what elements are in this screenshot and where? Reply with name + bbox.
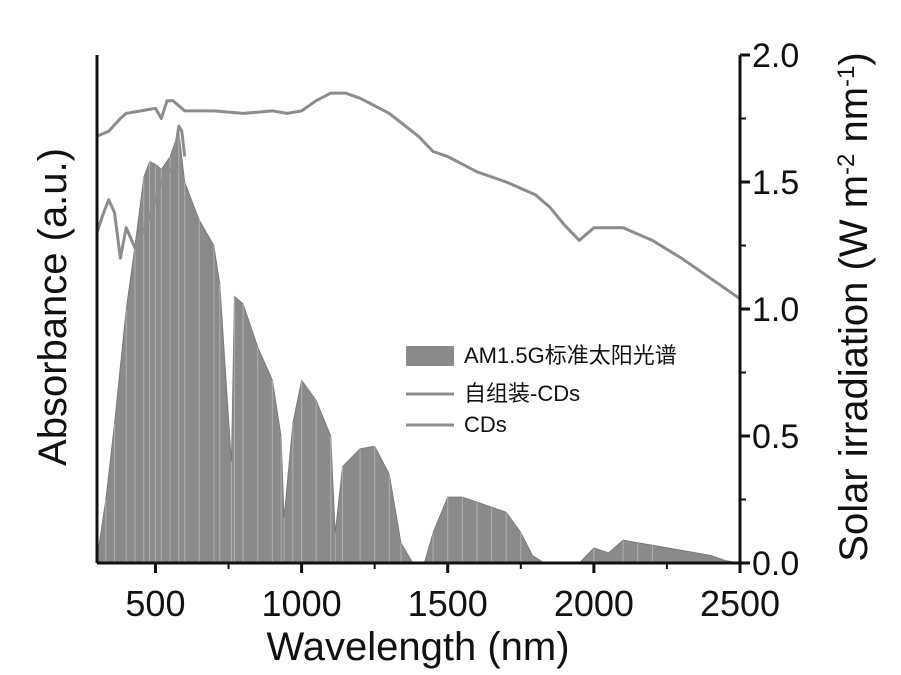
x-tick-label: 500 (125, 583, 185, 624)
y-right-tick-label: 1.5 (752, 164, 799, 202)
legend-label-cds: CDs (464, 412, 507, 437)
left-y-axis-title: Absorbance (a.u.) (31, 148, 75, 466)
x-axis-title: Wavelength (nm) (266, 625, 569, 669)
right-y-axis-title-exp1: -2 (833, 154, 860, 175)
legend-swatch-solar-spectrum (406, 346, 454, 366)
legend-label-self-assembled-cds: 自组装-CDs (464, 381, 580, 406)
y-right-tick-label: 1.0 (752, 291, 799, 329)
right-y-axis-title-exp2: -1 (833, 66, 860, 87)
plot-area (97, 93, 740, 563)
right-y-axis-title-base: Solar irradiation (W m (832, 175, 876, 562)
right-y-axis-title-end: ) (832, 52, 876, 65)
y-right-tick-label: 0.0 (752, 545, 799, 583)
legend: AM1.5G标准太阳光谱 自组装-CDs CDs (406, 343, 677, 437)
y-right-tick-label: 0.5 (752, 418, 799, 456)
x-tick-label: 1500 (408, 583, 488, 624)
y-right-tick-label: 2.0 (752, 37, 799, 75)
legend-label-solar-spectrum: AM1.5G标准太阳光谱 (464, 343, 677, 368)
right-y-axis-title: Solar irradiation (W m-2 nm-1) (832, 52, 876, 561)
right-y-axis-title-mid: nm (832, 87, 876, 154)
x-tick-label: 1000 (262, 583, 342, 624)
x-tick-label: 2500 (700, 583, 780, 624)
x-tick-label: 2000 (554, 583, 634, 624)
